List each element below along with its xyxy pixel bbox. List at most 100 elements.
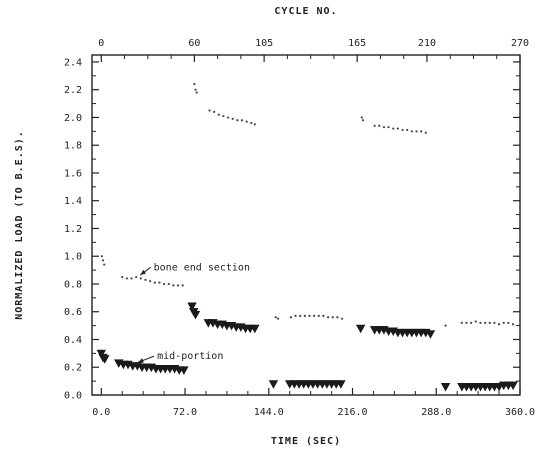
series-triangle [96, 302, 518, 392]
data-point-triangle [336, 380, 346, 389]
data-point-dot [331, 316, 334, 319]
x2-tick-label: 105 [255, 38, 273, 49]
data-point-dot [361, 119, 365, 122]
x-axis-title: TIME (SEC) [271, 436, 341, 447]
data-point-dot [240, 119, 244, 122]
data-point-dot [317, 314, 320, 317]
y-tick-label: 1.0 [64, 252, 82, 263]
annotation-label: mid-portion [157, 351, 223, 362]
data-point-dot [410, 130, 413, 133]
y-tick-label: 0.6 [64, 307, 82, 318]
data-point-dot [484, 321, 487, 324]
data-point-triangle [179, 366, 189, 375]
data-point-dot [158, 281, 161, 284]
data-point-dot [231, 117, 234, 120]
data-point-dot [222, 114, 225, 118]
data-point-dot [121, 275, 124, 279]
data-point-dot [392, 127, 395, 130]
data-point-dot [299, 314, 302, 317]
data-point-dot [444, 324, 447, 327]
series-layer [96, 83, 518, 392]
data-point-dot [176, 284, 180, 287]
data-point-dot [340, 317, 344, 320]
data-point-dot [303, 314, 306, 317]
data-point-dot [194, 88, 197, 91]
data-point-dot [465, 321, 468, 324]
data-point-triangle [355, 324, 366, 334]
data-point-dot [387, 126, 390, 129]
annotation-label: bone end section [154, 262, 250, 273]
data-point-dot [497, 323, 501, 326]
y-tick-label: 2.4 [64, 57, 82, 68]
data-point-dot [493, 321, 496, 324]
annotation-arrowhead [140, 269, 147, 276]
x-tick-label: 144.0 [254, 407, 284, 418]
data-point-dot [424, 131, 427, 134]
left-axis-ticks: 0.0 0.2 0.4 0.6 0.8 1.0 1.2 1.4 1.6 1.8 2.0 2.2 2.4 [64, 57, 520, 402]
data-point-dot [378, 124, 381, 127]
data-point-dot [149, 280, 152, 283]
x2-tick-label: 165 [348, 38, 366, 49]
x-tick-label: 360.0 [505, 407, 535, 418]
data-point-dot [401, 128, 404, 132]
x2-tick-label: 210 [418, 38, 436, 49]
data-point-dot [336, 316, 339, 319]
data-point-dot [326, 316, 330, 319]
data-point-dot [294, 314, 297, 317]
data-point-dot [507, 321, 510, 324]
data-point-dot [213, 110, 216, 113]
data-point-triangle [96, 349, 107, 359]
data-point-triangle [268, 380, 279, 389]
data-point-dot [253, 123, 256, 126]
y-axis-title: NORMALIZED LOAD (TO B.E.S). [14, 130, 25, 320]
series-dot [100, 83, 515, 327]
x2-tick-label: 0 [98, 38, 104, 49]
data-point-dot [250, 121, 253, 125]
data-point-dot [396, 127, 399, 130]
data-point-triangle [190, 310, 201, 320]
annotations: bone end section mid-portion [137, 262, 250, 363]
data-point-dot [502, 321, 505, 324]
data-point-dot [101, 259, 105, 262]
y-tick-label: 1.4 [64, 196, 82, 207]
data-point-dot [470, 321, 473, 324]
data-point-dot [245, 120, 248, 123]
data-point-dot [420, 130, 423, 133]
data-point-dot [406, 128, 409, 132]
data-point-dot [139, 277, 142, 280]
data-point-dot [415, 130, 418, 133]
y-tick-label: 1.2 [64, 224, 82, 235]
data-point-dot [226, 116, 230, 119]
data-point-dot [274, 316, 277, 319]
data-point-dot [276, 317, 280, 320]
y-tick-label: 0.8 [64, 279, 82, 290]
x2-tick-label: 270 [511, 38, 529, 49]
y-tick-label: 0.4 [64, 335, 82, 346]
data-point-dot [313, 314, 316, 317]
y-tick-label: 2.2 [64, 85, 82, 96]
x2-tick-label: 60 [188, 38, 200, 49]
data-point-dot [135, 275, 138, 279]
x-tick-label: 216.0 [337, 407, 367, 418]
data-point-dot [153, 281, 156, 284]
data-point-dot [217, 113, 220, 116]
y-tick-label: 1.8 [64, 141, 82, 152]
x-tick-label: 0.0 [92, 407, 110, 418]
data-point-dot [289, 316, 292, 319]
data-point-triangle [100, 355, 110, 364]
data-point-triangle [187, 302, 197, 312]
data-point-dot [167, 282, 170, 286]
data-point-dot [488, 321, 491, 324]
data-point-dot [474, 320, 477, 323]
data-point-dot [236, 119, 239, 122]
data-point-dot [382, 126, 386, 129]
x-tick-label: 288.0 [421, 407, 451, 418]
y-tick-label: 0.2 [64, 363, 82, 374]
data-point-dot [193, 83, 196, 86]
x2-axis-title: CYCLE NO. [274, 6, 337, 17]
x-tick-label: 72.0 [173, 407, 197, 418]
data-point-triangle [250, 324, 260, 334]
data-point-dot [373, 124, 376, 127]
data-point-dot [100, 255, 103, 258]
